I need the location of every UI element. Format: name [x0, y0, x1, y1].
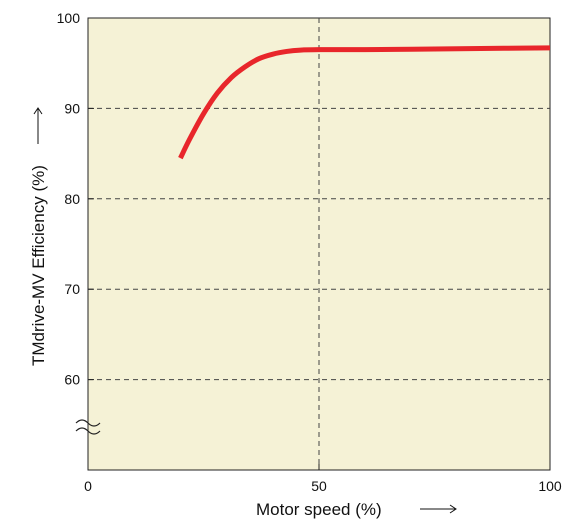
y-tick-label-80: 80 [64, 191, 80, 207]
y-tick-label-100: 100 [57, 10, 81, 26]
x-axis-title: Motor speed (%) [256, 500, 382, 519]
y-axis-title-group: TMdrive-MV Efficiency (%) [29, 107, 48, 366]
x-axis-title-group: Motor speed (%) [256, 500, 457, 519]
x-tick-label-0: 0 [84, 478, 92, 494]
axis-break-stroke-1 [75, 419, 101, 427]
x-axis-arrow [420, 504, 457, 514]
y-tick-label-60: 60 [64, 372, 80, 388]
y-axis-title: TMdrive-MV Efficiency (%) [29, 165, 48, 366]
series-line-0 [178, 45, 551, 160]
axis-break-symbol [75, 419, 101, 435]
axis-ticks [88, 17, 320, 470]
y-tick-label-70: 70 [64, 281, 80, 297]
axis-break-stroke-2 [75, 427, 101, 435]
y-axis-arrow [33, 107, 43, 144]
y-tick-label-90: 90 [64, 100, 80, 116]
x-tick-label-100: 100 [538, 478, 562, 494]
tick-labels: 60 70 80 90 100 0 50 100 [57, 10, 562, 494]
grid-lines [88, 18, 550, 470]
series-group [178, 45, 551, 160]
x-tick-label-50: 50 [311, 478, 327, 494]
